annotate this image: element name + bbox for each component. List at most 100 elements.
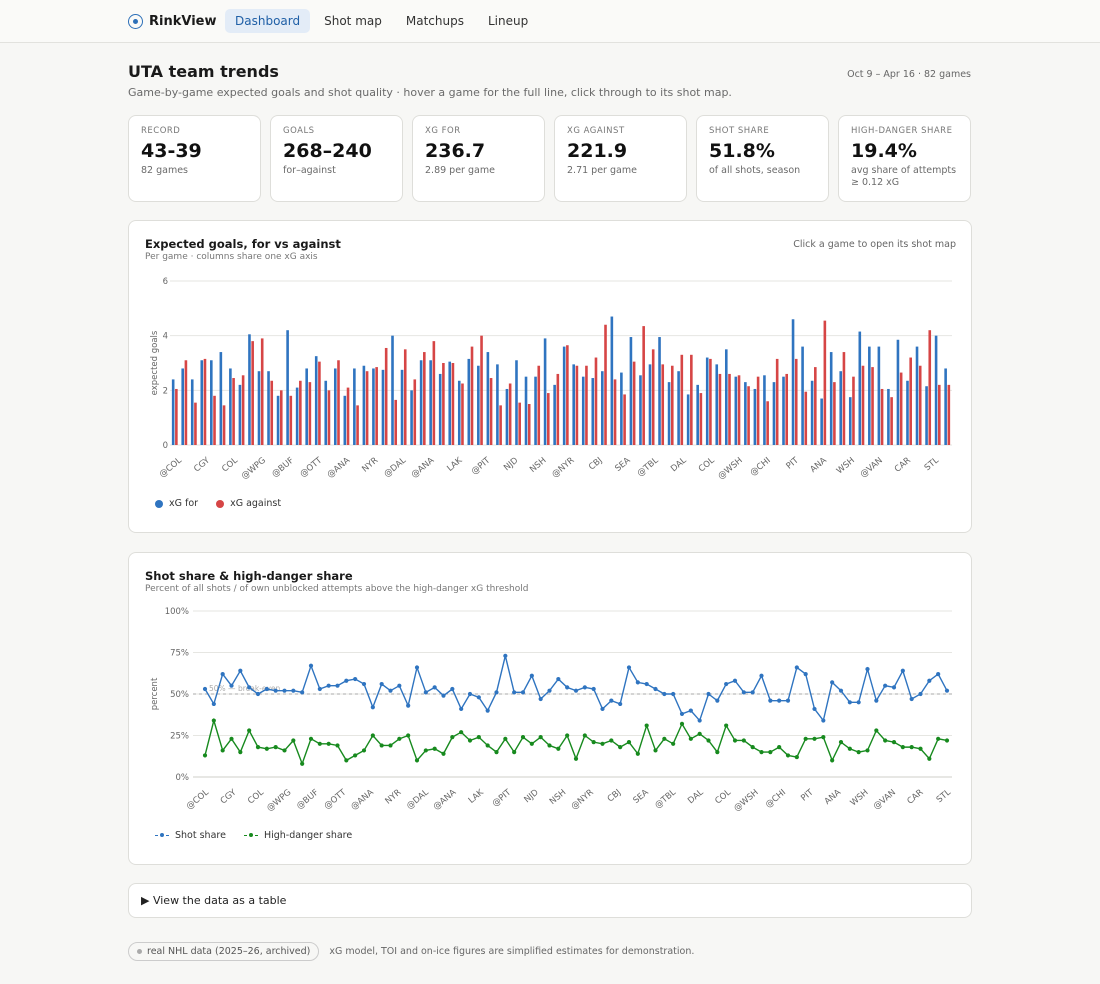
shot-share-point (785, 698, 791, 703)
high-danger-point (777, 745, 782, 750)
xg-for-bar (677, 371, 680, 445)
xg-against-bar (661, 364, 665, 445)
x-tick-label: CAR (905, 788, 925, 807)
nav-dashboard[interactable]: Dashboard (225, 9, 311, 33)
nav-shot-map[interactable]: Shot map (324, 14, 382, 28)
high-danger-point (865, 748, 870, 753)
xg-against-bar (499, 405, 502, 445)
legend-swatch (243, 832, 258, 840)
high-danger-point (626, 740, 632, 745)
xg-for-bar (896, 339, 900, 445)
legend-swatch (216, 499, 225, 508)
shot-share-point (591, 686, 596, 692)
xg-against-bar (623, 394, 626, 445)
xg-against-bar (871, 367, 874, 445)
kpi-value: 43-39 (141, 140, 202, 162)
shot-share-point (812, 706, 817, 712)
xg-against-bar (451, 363, 455, 445)
legend-item-xg-against[interactable]: xG against (216, 498, 281, 509)
high-danger-point (317, 741, 322, 746)
shot-share-point (679, 711, 685, 717)
kpi-card-goals: GOALS 268–240 for–against (270, 115, 403, 202)
high-danger-point (282, 748, 287, 753)
high-danger-point (379, 743, 384, 748)
brand[interactable]: RinkView (128, 10, 216, 32)
xg-for-bar (200, 360, 204, 445)
xg-against-bar (728, 373, 731, 445)
shot-share-point (662, 691, 667, 697)
high-danger-point (229, 736, 234, 741)
x-tick-label: @WSH (716, 456, 744, 482)
x-tick-label: @ANA (410, 456, 437, 481)
shot-share-point (582, 685, 587, 690)
high-danger-point (547, 743, 552, 748)
shot-share-point (573, 688, 579, 693)
xg-against-bar (918, 365, 922, 445)
legend-label: xG against (230, 498, 282, 509)
high-danger-point (750, 745, 755, 750)
xg-against-bar (718, 373, 722, 445)
xg-for-bar (410, 390, 413, 445)
x-tick-label: @BUF (270, 456, 296, 480)
xg-against-bar (709, 358, 712, 445)
x-tick-label: @VAN (859, 456, 885, 480)
xg-against-bar (337, 360, 340, 445)
shot-share-point (883, 683, 888, 688)
legend-label: Shot share (175, 830, 226, 841)
shot-share-point (211, 701, 216, 707)
high-danger-point (803, 736, 808, 741)
shot-share-line (204, 655, 948, 723)
xg-for-bar (219, 352, 223, 445)
x-tick-label: @PIT (490, 787, 513, 809)
high-danger-point (335, 743, 340, 748)
shot-share-point (927, 678, 932, 683)
y-tick-label: 2 (163, 386, 168, 396)
xg-for-bar (543, 338, 547, 445)
shot-share-point (397, 683, 402, 688)
xg-against-bar (794, 358, 798, 445)
shot-share-point (344, 678, 349, 683)
kpi-card-xg-against: XG AGAINST 221.9 2.71 per game (554, 115, 687, 202)
reference-label: 50% — break-even (209, 684, 281, 693)
legend-item-shot-share[interactable]: Shot share (155, 830, 226, 841)
high-danger-point (918, 746, 923, 751)
x-tick-label: DAL (686, 787, 706, 806)
xg-against-bar (203, 358, 207, 445)
high-danger-point (909, 745, 914, 750)
shot-share-point (653, 686, 658, 692)
high-danger-point (361, 748, 367, 753)
status-dot-icon (137, 949, 142, 954)
shot-share-point (944, 688, 950, 693)
shot-share-point (450, 686, 455, 692)
high-danger-point (715, 750, 720, 755)
nav-matchups[interactable]: Matchups (405, 14, 464, 28)
data-table-toggle[interactable]: ▶ View the data as a table (128, 883, 972, 918)
xg-against-bar (175, 388, 178, 445)
x-tick-label: LAK (467, 787, 486, 805)
xg-for-bar (515, 360, 518, 445)
xg-against-bar (470, 346, 474, 445)
xg-against-bar (413, 379, 417, 445)
legend-item-high-danger[interactable]: High-danger share (243, 830, 352, 841)
x-tick-label: ANA (823, 788, 843, 807)
xg-against-bar (432, 341, 436, 445)
shot-share-point (317, 686, 322, 692)
main-nav: Dashboard Shot map Matchups Lineup (225, 9, 538, 33)
xg-legend: xG for xG against (155, 498, 281, 509)
xg-against-bar (403, 349, 407, 445)
xg-for-bar (324, 380, 328, 445)
shot-share-point (856, 700, 861, 705)
legend-item-xg-for[interactable]: xG for (155, 498, 198, 509)
high-danger-point (609, 738, 614, 743)
xg-for-bar (248, 334, 251, 445)
xg-for-bar (343, 395, 347, 445)
x-tick-label: @OTT (298, 455, 325, 480)
nav-lineup[interactable]: Lineup (487, 14, 529, 28)
share-line-chart[interactable]: 0% 25% 50% 75% 100% percent 50% — break-even @C… (129, 593, 973, 858)
shot-share-point (494, 690, 499, 695)
xg-for-bar (572, 364, 576, 445)
xg-against-bar (566, 345, 569, 445)
xg-against-bar (651, 349, 655, 445)
xg-for-bar (333, 368, 337, 445)
